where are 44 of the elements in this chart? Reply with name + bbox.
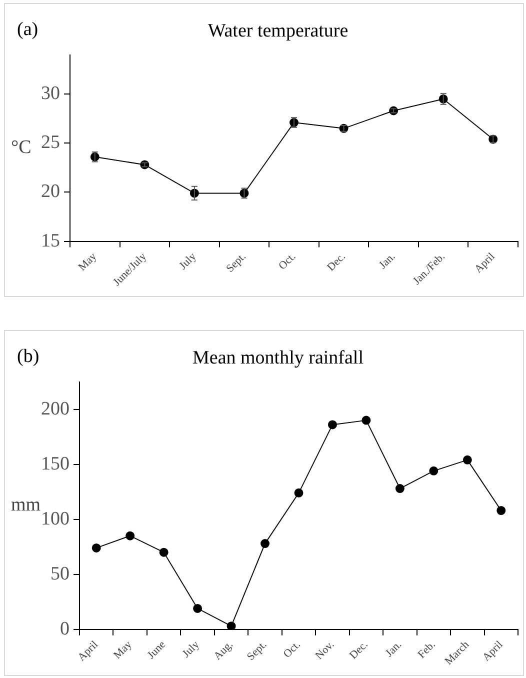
x-tick-label: Oct. bbox=[276, 250, 298, 272]
point bbox=[159, 548, 168, 557]
point bbox=[226, 622, 236, 630]
text: (a) bbox=[17, 18, 38, 40]
point bbox=[328, 420, 337, 430]
x-tick-label: Jan. bbox=[383, 638, 404, 660]
x-tick-label: June bbox=[145, 638, 168, 662]
x-tick-label: May bbox=[76, 250, 100, 274]
x-tick-label: Feb. bbox=[416, 638, 438, 661]
x-tick-label: Aug. bbox=[212, 638, 236, 663]
x-tick-label: Sept. bbox=[244, 638, 270, 663]
y-axis-title: mm bbox=[11, 494, 41, 516]
y-tick-label: 200 bbox=[41, 398, 70, 420]
point bbox=[92, 543, 101, 552]
y-axis-title: °C bbox=[11, 137, 32, 158]
y-tick-label: 15 bbox=[41, 230, 60, 252]
chart-title: Water temperature bbox=[208, 20, 348, 42]
x-tick-label: July bbox=[177, 250, 199, 272]
x-tick-label: Jan. bbox=[376, 250, 398, 272]
x-tick-label: July bbox=[180, 638, 202, 660]
y-tick-label: 50 bbox=[50, 563, 70, 584]
x-tick-label: Oct. bbox=[281, 638, 304, 660]
point bbox=[429, 466, 438, 476]
x-tick-label: Dec. bbox=[347, 638, 371, 662]
point bbox=[294, 488, 304, 498]
point bbox=[260, 539, 270, 548]
x-tick-label: Nov. bbox=[313, 638, 337, 662]
y-tick-label: 100 bbox=[41, 508, 70, 530]
text: (b) bbox=[17, 346, 40, 367]
x-tick-label: Dec. bbox=[324, 250, 348, 274]
y-tick-label: 30 bbox=[41, 83, 60, 104]
point bbox=[193, 604, 202, 613]
point bbox=[362, 416, 371, 425]
x-tick-label: May bbox=[112, 638, 135, 662]
point bbox=[126, 531, 135, 540]
y-tick-label: 0 bbox=[60, 618, 70, 640]
point bbox=[496, 506, 506, 516]
x-tick-label: Sept. bbox=[224, 250, 249, 275]
y-tick-label: 150 bbox=[41, 453, 70, 474]
y-tick-label: 20 bbox=[41, 181, 60, 202]
point bbox=[462, 455, 472, 464]
chart-title: Mean monthly rainfall bbox=[192, 347, 364, 368]
point bbox=[395, 484, 404, 494]
y-tick-label: 25 bbox=[41, 132, 60, 154]
